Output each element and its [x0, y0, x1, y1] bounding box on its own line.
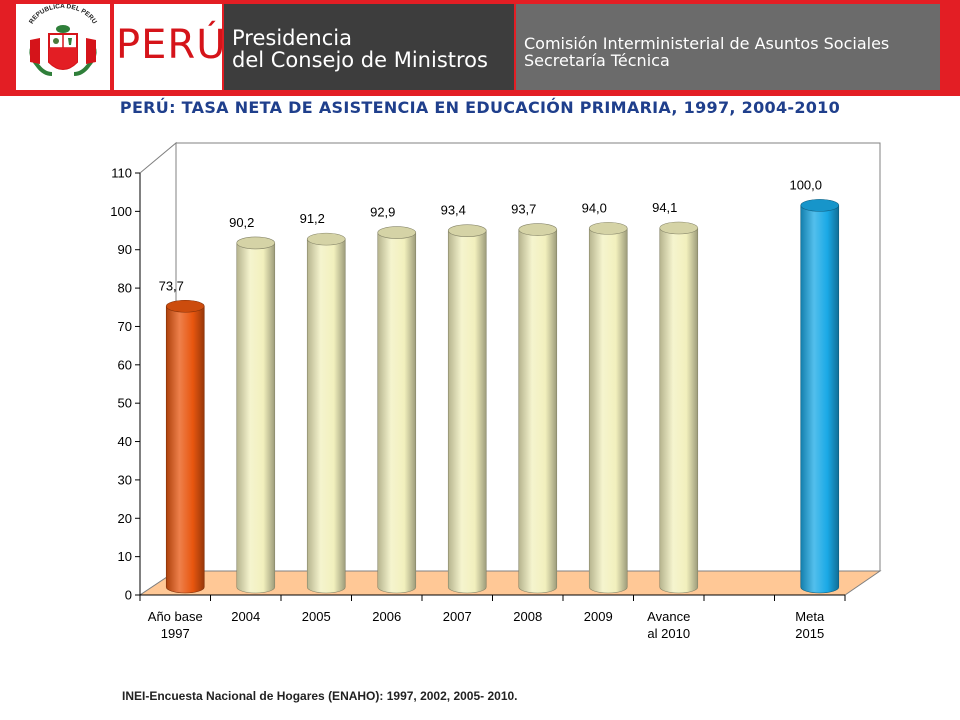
- bar: [518, 229, 558, 594]
- x-category-label: al 2010: [647, 626, 690, 641]
- data-label: 92,9: [370, 205, 395, 220]
- presidencia-line2: del Consejo de Ministros: [232, 48, 488, 72]
- y-tick-label: 80: [118, 281, 132, 296]
- x-category-label: 2015: [795, 626, 824, 641]
- y-tick-label: 20: [118, 511, 132, 526]
- bar-top: [659, 221, 699, 235]
- bar: [236, 242, 276, 594]
- x-category-label: 2008: [513, 609, 542, 624]
- data-label: 94,1: [652, 200, 677, 215]
- x-category-label: Avance: [647, 609, 690, 624]
- bar-top: [236, 236, 276, 250]
- y-tick-label: 60: [118, 357, 132, 372]
- bar: [306, 238, 346, 594]
- x-category-label: Meta: [795, 609, 825, 624]
- peru-brand-panel: [114, 4, 222, 90]
- crest-panel: REPUBLICA DEL PERU: [16, 4, 110, 90]
- x-category-label: Año base: [148, 609, 203, 624]
- y-tick-label: 40: [118, 434, 132, 449]
- y-tick-label: 50: [118, 396, 132, 411]
- y-tick-label: 30: [118, 472, 132, 487]
- comision-panel: [516, 4, 940, 90]
- bar-top: [165, 299, 205, 313]
- comision-line1: Comisión Interministerial de Asuntos Soc…: [524, 34, 890, 53]
- peru-brand: PERÚ: [116, 22, 227, 68]
- data-label: 73,7: [159, 278, 184, 293]
- presidencia-line1: Presidencia: [232, 26, 352, 50]
- bar-top: [377, 226, 417, 239]
- bar-top: [306, 232, 346, 246]
- data-label: 93,4: [441, 203, 466, 218]
- y-tick-label: 100: [110, 204, 132, 219]
- bar-top: [447, 224, 487, 237]
- bar-top: [588, 222, 628, 235]
- x-category-label: 2004: [231, 609, 260, 624]
- data-label: 94,0: [582, 200, 607, 215]
- comision-line2: Secretaría Técnica: [524, 51, 670, 70]
- bar: [659, 227, 699, 594]
- x-category-label: 2006: [372, 609, 401, 624]
- y-tick-label: 0: [125, 588, 132, 603]
- y-tick-label: 90: [118, 242, 132, 257]
- bar-top: [518, 223, 558, 236]
- x-category-label: 2007: [443, 609, 472, 624]
- y-tick-label: 70: [118, 319, 132, 334]
- coat-of-arms-icon: REPUBLICA DEL PERU: [28, 4, 98, 76]
- x-category-label: 1997: [161, 626, 190, 641]
- bar: [165, 305, 205, 594]
- chart-title: PERÚ: TASA NETA DE ASISTENCIA EN EDUCACI…: [119, 98, 841, 117]
- x-category-label: 2009: [584, 609, 613, 624]
- presidencia-panel: [224, 4, 514, 90]
- data-label: 90,2: [229, 215, 254, 230]
- data-label: 93,7: [511, 202, 536, 217]
- data-label: 100,0: [789, 177, 822, 192]
- bar: [447, 230, 487, 594]
- bar: [588, 228, 628, 594]
- y-tick-label: 10: [118, 549, 132, 564]
- bar-top: [800, 199, 840, 212]
- data-label: 91,2: [300, 211, 325, 226]
- x-category-label: 2005: [302, 609, 331, 624]
- bar: [800, 205, 840, 594]
- source-note: INEI-Encuesta Nacional de Hogares (ENAHO…: [122, 689, 518, 703]
- y-tick-label: 110: [111, 166, 132, 181]
- bar: [377, 232, 417, 594]
